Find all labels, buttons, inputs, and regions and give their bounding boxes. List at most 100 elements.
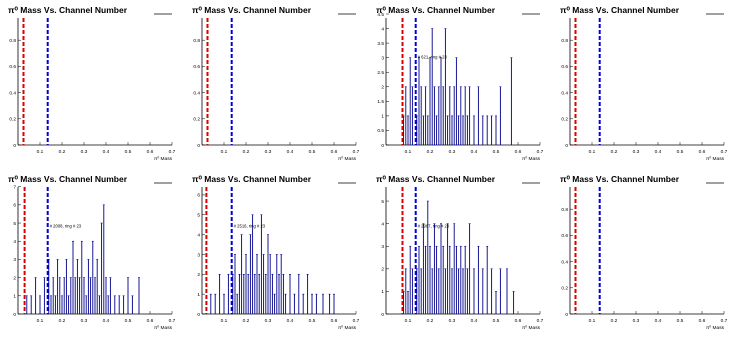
annotation-text: # 2516, ring # 23	[234, 224, 266, 229]
y-tick-label: 0	[565, 143, 568, 149]
x-tick-label: 0.4	[103, 149, 110, 155]
x-tick-label: 0.1	[589, 318, 596, 324]
x-tick-label: 0.3	[265, 318, 272, 324]
chart-title: π⁰ Mass Vs. Channel Number	[8, 5, 128, 15]
title-box	[368, 2, 522, 18]
y-tick-label: 0	[565, 312, 568, 318]
x-tick-label: 0.5	[125, 318, 132, 324]
x-tick-label: 0.7	[721, 318, 728, 324]
chart-title: π⁰ Mass Vs. Channel Number	[560, 174, 680, 184]
y-tick-label: 0	[197, 143, 200, 149]
y-tick-label: 3	[197, 252, 200, 258]
y-tick-label: 1	[197, 292, 200, 298]
y-tick-label: 0.6	[561, 64, 568, 70]
y-tick-label: 3	[13, 257, 16, 263]
x-tick-label: 0.7	[537, 149, 544, 155]
y-tick-label: 6	[13, 203, 16, 209]
histogram-svg: π⁰ Mass Vs. Channel Number 0.1 0.2 0.3 0.4 0.…	[368, 2, 544, 162]
histogram-pad: π⁰ Mass Vs. Channel Number 0.1 0.2 0.3 0.4 0.…	[368, 0, 552, 169]
x-tick-label: 0.1	[405, 149, 412, 155]
histogram-svg: π⁰ Mass Vs. Channel Number 0.1 0.2 0.3 0.4 0.…	[552, 2, 728, 162]
title-box	[184, 2, 338, 18]
x-tick-label: 0.5	[677, 149, 684, 155]
y-tick-label: 0	[381, 143, 384, 149]
x-tick-label: 0.4	[103, 318, 110, 324]
x-tick-label: 0.6	[147, 149, 154, 155]
x-tick-label: 0.7	[353, 149, 360, 155]
annotation-text: # 621, ring # 23	[418, 55, 448, 60]
y-tick-label: 0.2	[561, 117, 568, 123]
histogram-pad: π⁰ Mass Vs. Channel Number 0.1 0.2 0.3 0.4 0.…	[0, 0, 184, 169]
y-tick-label: 2.5	[377, 70, 384, 76]
histogram-pad: π⁰ Mass Vs. Channel Number 0.1 0.2 0.3 0.4 0.…	[0, 169, 184, 338]
y-tick-label: 0.2	[9, 117, 16, 123]
histogram-pad: π⁰ Mass Vs. Channel Number 0.1 0.2 0.3 0.4 0.…	[368, 169, 552, 338]
y-tick-label: 4	[381, 26, 384, 32]
x-tick-label: 0.3	[265, 149, 272, 155]
x-tick-label: 0.7	[169, 149, 176, 155]
x-tick-label: 0.1	[37, 318, 44, 324]
y-tick-label: 0.2	[561, 286, 568, 292]
x-tick-label: 0.3	[449, 318, 456, 324]
y-tick-label: 7	[13, 184, 16, 190]
x-tick-label: 0.3	[449, 149, 456, 155]
y-tick-label: 5	[197, 213, 200, 219]
x-tick-label: 0.5	[125, 149, 132, 155]
y-tick-label: 0.5	[377, 128, 384, 134]
histogram-svg: π⁰ Mass Vs. Channel Number 0.1 0.2 0.3 0.4 0.…	[368, 171, 544, 331]
histogram-pad: π⁰ Mass Vs. Channel Number 0.1 0.2 0.3 0.4 0.…	[552, 0, 736, 169]
x-tick-label: 0.2	[611, 318, 618, 324]
x-tick-label: 0.2	[243, 318, 250, 324]
x-tick-label: 0.3	[81, 318, 88, 324]
x-tick-label: 0.4	[287, 318, 294, 324]
chart-title: π⁰ Mass Vs. Channel Number	[192, 174, 312, 184]
x-tick-label: 0.6	[699, 149, 706, 155]
chart-title: π⁰ Mass Vs. Channel Number	[376, 5, 496, 15]
x-tick-label: 0.5	[677, 318, 684, 324]
x-axis-label: π⁰ Mass	[338, 156, 357, 162]
x-tick-label: 0.5	[309, 318, 316, 324]
x-tick-label: 0.1	[221, 318, 228, 324]
y-tick-label: 0	[381, 312, 384, 318]
chart-title: π⁰ Mass Vs. Channel Number	[376, 174, 496, 184]
y-tick-label: 0.8	[193, 38, 200, 44]
y-tick-label: 0.4	[561, 90, 568, 96]
x-tick-label: 0.1	[221, 149, 228, 155]
y-tick-label: 4.5	[377, 12, 384, 18]
title-box	[0, 2, 154, 18]
x-tick-label: 0.3	[633, 149, 640, 155]
histogram-svg: π⁰ Mass Vs. Channel Number 0.1 0.2 0.3 0.4 0.…	[0, 2, 176, 162]
y-tick-label: 0.4	[9, 90, 16, 96]
y-tick-label: 2	[381, 267, 384, 273]
y-tick-label: 5	[13, 221, 16, 227]
y-tick-label: 3	[381, 55, 384, 61]
x-tick-label: 0.5	[309, 149, 316, 155]
x-axis-label: π⁰ Mass	[522, 156, 541, 162]
x-tick-label: 0.7	[169, 318, 176, 324]
y-tick-label: 0.2	[193, 117, 200, 123]
x-tick-label: 0.6	[331, 149, 338, 155]
x-tick-label: 0.4	[655, 149, 662, 155]
x-axis-label: π⁰ Mass	[706, 325, 725, 331]
y-tick-label: 1	[13, 294, 16, 300]
y-tick-label: 0.8	[9, 38, 16, 44]
y-tick-label: 1.5	[377, 99, 384, 105]
x-tick-label: 0.6	[147, 318, 154, 324]
x-axis-label: π⁰ Mass	[706, 156, 725, 162]
histogram-svg: π⁰ Mass Vs. Channel Number 0.1 0.2 0.3 0.4 0.…	[0, 171, 176, 331]
y-tick-label: 2	[197, 272, 200, 278]
y-tick-label: 4	[381, 221, 384, 227]
y-tick-label: 0	[13, 312, 16, 318]
x-tick-label: 0.1	[37, 149, 44, 155]
histogram-svg: π⁰ Mass Vs. Channel Number 0.1 0.2 0.3 0.4 0.…	[552, 171, 728, 331]
y-tick-label: 4	[13, 239, 16, 245]
y-tick-label: 1	[381, 289, 384, 295]
x-tick-label: 0.1	[589, 149, 596, 155]
y-tick-label: 4	[197, 232, 200, 238]
histogram-pad: π⁰ Mass Vs. Channel Number 0.1 0.2 0.3 0.4 0.…	[184, 169, 368, 338]
histogram-svg: π⁰ Mass Vs. Channel Number 0.1 0.2 0.3 0.4 0.…	[184, 2, 360, 162]
y-tick-label: 2	[381, 85, 384, 91]
y-tick-label: 0.6	[561, 233, 568, 239]
y-tick-label: 0.4	[561, 259, 568, 265]
x-tick-label: 0.6	[331, 318, 338, 324]
